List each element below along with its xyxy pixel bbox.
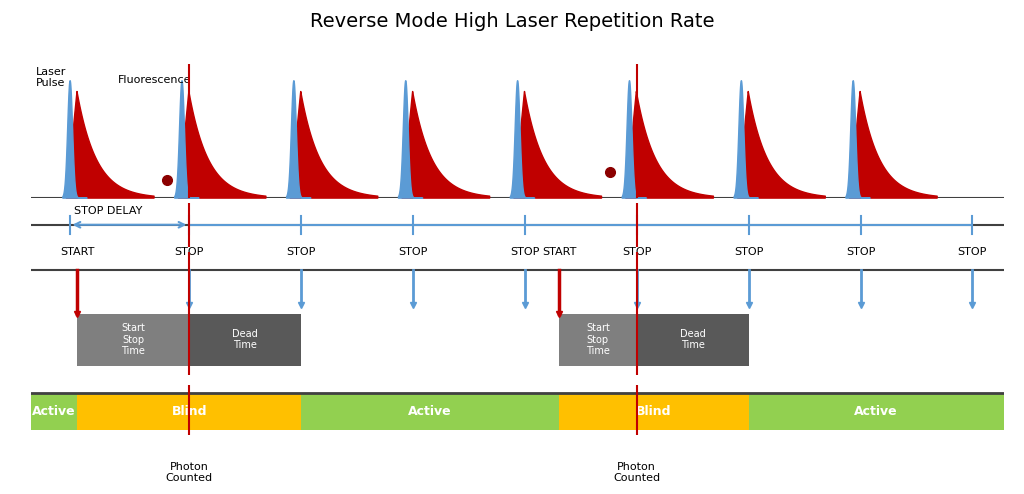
Text: Active: Active: [409, 405, 452, 418]
Bar: [749, 393, 1004, 430]
Text: START: START: [60, 247, 94, 257]
Text: STOP: STOP: [846, 247, 876, 257]
Bar: [559, 393, 749, 430]
Bar: [31, 393, 78, 430]
Text: START: START: [542, 247, 577, 257]
Text: Photon
Counted: Photon Counted: [166, 462, 213, 484]
Text: STOP DELAY: STOP DELAY: [75, 206, 143, 216]
Text: STOP: STOP: [398, 247, 428, 257]
Text: STOP: STOP: [510, 247, 540, 257]
Text: Laser
Pulse: Laser Pulse: [36, 67, 66, 88]
Bar: [637, 314, 749, 366]
Text: STOP: STOP: [957, 247, 987, 257]
Text: Active: Active: [32, 405, 76, 418]
Text: STOP: STOP: [623, 247, 651, 257]
Text: STOP: STOP: [287, 247, 315, 257]
Text: STOP: STOP: [175, 247, 204, 257]
Text: Fluorescence: Fluorescence: [118, 75, 191, 85]
Text: Start
Stop
Time: Start Stop Time: [586, 323, 610, 356]
Text: Dead
Time: Dead Time: [680, 329, 706, 350]
Text: Reverse Mode High Laser Repetition Rate: Reverse Mode High Laser Repetition Rate: [309, 12, 715, 31]
Bar: [78, 314, 189, 366]
Text: STOP: STOP: [734, 247, 763, 257]
Bar: [189, 314, 301, 366]
Bar: [301, 393, 559, 430]
Text: Dead
Time: Dead Time: [232, 329, 258, 350]
Text: Blind: Blind: [636, 405, 672, 418]
Bar: [559, 314, 637, 366]
Text: Photon
Counted: Photon Counted: [613, 462, 660, 484]
Bar: [78, 393, 301, 430]
Text: Start
Stop
Time: Start Stop Time: [122, 323, 145, 356]
Text: Active: Active: [854, 405, 898, 418]
Text: Blind: Blind: [172, 405, 207, 418]
